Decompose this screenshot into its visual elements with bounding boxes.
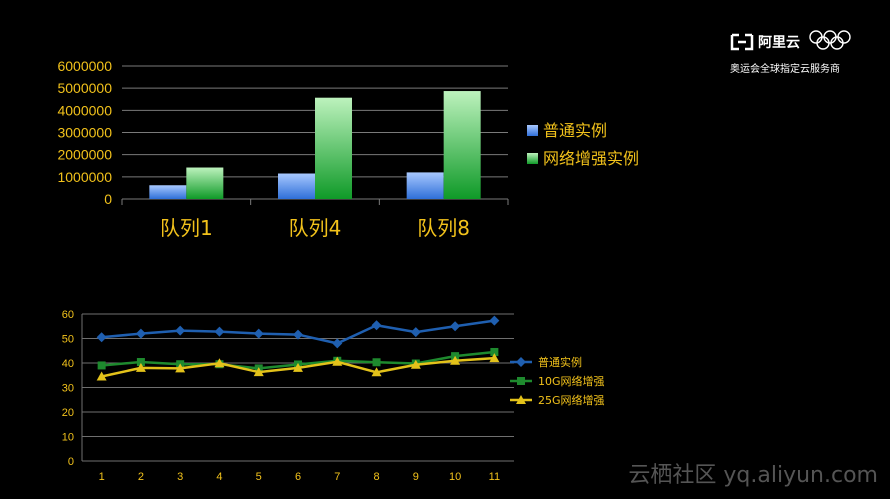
aliyun-logo-icon xyxy=(730,33,754,51)
data-point xyxy=(450,321,461,332)
x-tick-label: 8 xyxy=(373,471,379,483)
y-tick-label: 10 xyxy=(62,432,74,444)
data-point xyxy=(516,357,526,367)
data-point xyxy=(410,327,421,338)
data-point xyxy=(332,338,343,349)
data-point xyxy=(332,356,343,366)
logo-tagline: 奥运会全球指定云服务商 xyxy=(730,64,840,75)
y-tick-label: 60 xyxy=(62,309,74,321)
x-tick-label: 2 xyxy=(138,471,144,483)
y-tick-label: 30 xyxy=(62,383,74,395)
logo-name: 阿里云 xyxy=(758,35,800,51)
data-point xyxy=(490,347,499,356)
data-point xyxy=(253,328,264,339)
x-tick-label: 6 xyxy=(295,471,301,483)
y-tick-label: 4000000 xyxy=(57,102,112,118)
x-tick-label: 3 xyxy=(177,471,183,483)
data-point xyxy=(371,367,382,377)
bar-队列8-网络增强实例 xyxy=(443,91,481,199)
y-tick-label: 6000000 xyxy=(57,58,112,74)
data-point xyxy=(489,315,500,326)
data-point xyxy=(293,362,303,372)
data-point xyxy=(135,362,146,372)
data-point xyxy=(489,353,500,363)
data-point xyxy=(135,328,146,339)
x-tick-label: 9 xyxy=(413,471,419,483)
legend-label: 网络增强实例 xyxy=(543,149,639,168)
x-tick-label: 队列4 xyxy=(289,216,342,240)
bar-队列1-网络增强实例 xyxy=(186,167,224,199)
y-tick-label: 3000000 xyxy=(57,125,112,141)
bar-队列4-网络增强实例 xyxy=(315,97,352,199)
data-point xyxy=(97,361,106,370)
x-tick-label: 队列8 xyxy=(417,216,470,240)
legend-label: 普通实例 xyxy=(538,355,582,369)
bar-chart: 0 1000000 2000000 3000000 4000000 5000000 6000… xyxy=(57,58,639,240)
x-tick-label: 4 xyxy=(216,471,222,483)
data-point xyxy=(253,367,264,377)
bar-队列4-普通实例 xyxy=(278,173,315,199)
y-tick-label: 2000000 xyxy=(57,147,112,163)
x-tick-label: 11 xyxy=(489,471,500,483)
data-point xyxy=(516,395,526,404)
data-point xyxy=(371,320,382,331)
legend-label: 10G网络增强 xyxy=(538,374,605,388)
legend-label: 25G网络增强 xyxy=(538,393,605,407)
x-tick-label: 1 xyxy=(99,471,105,483)
data-point xyxy=(96,371,107,381)
y-tick-label: 40 xyxy=(62,358,74,370)
legend-label: 普通实例 xyxy=(543,121,607,140)
y-tick-label: 0 xyxy=(68,456,74,468)
data-point xyxy=(175,325,186,336)
x-tick-label: 5 xyxy=(256,471,262,483)
y-tick-label: 1000000 xyxy=(57,169,112,185)
data-point xyxy=(293,329,303,340)
watermark: 云栖社区 yq.aliyun.com xyxy=(628,463,878,488)
y-tick-label: 20 xyxy=(62,407,74,419)
legend-swatch xyxy=(527,125,538,136)
line-chart: 0 10 20 30 40 50 60 1 2 3 4 5 6 7 8 9 10 11 普通实例 10G网络增强 25G… xyxy=(62,309,605,483)
x-tick-label: 队列1 xyxy=(160,216,213,240)
data-point xyxy=(410,359,421,369)
olympic-rings-icon xyxy=(809,30,851,50)
legend-swatch xyxy=(527,153,538,164)
x-tick-label: 7 xyxy=(334,471,340,483)
data-point xyxy=(214,326,225,337)
y-tick-label: 5000000 xyxy=(57,80,112,96)
data-point xyxy=(214,358,225,368)
data-point xyxy=(175,363,186,373)
bar-队列1-普通实例 xyxy=(149,185,187,199)
data-point xyxy=(450,355,461,365)
data-point xyxy=(136,358,145,367)
data-point xyxy=(517,377,525,385)
aliyun-logo: 阿里云 奥运会全球指定云服务商 xyxy=(730,30,860,78)
x-tick-label: 10 xyxy=(449,471,461,483)
y-tick-label: 50 xyxy=(62,334,74,346)
data-point xyxy=(372,358,381,367)
bar-队列8-普通实例 xyxy=(406,172,444,199)
y-tick-label: 0 xyxy=(104,191,112,207)
data-point xyxy=(96,332,107,343)
